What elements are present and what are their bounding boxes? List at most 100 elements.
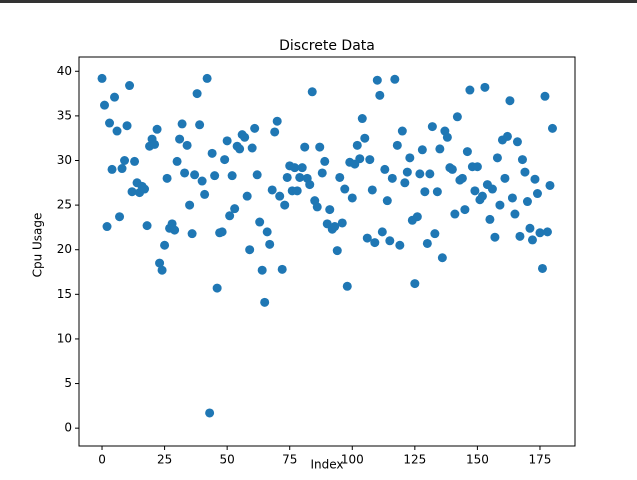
x-tick-label: 75 [282,453,297,467]
point [172,156,182,166]
point [292,186,302,196]
point [342,281,352,291]
point [140,184,150,194]
point [355,154,365,164]
point [180,168,190,178]
point [202,73,212,83]
x-axis-label: Index [310,458,343,472]
y-tick-label: 35 [57,108,72,122]
point [495,200,505,210]
point [230,204,240,214]
x-tick-label: 100 [341,453,364,467]
y-axis-label: Cpu Usage [31,213,45,278]
point [220,155,230,165]
point [267,185,277,195]
point [500,173,510,183]
point [505,96,515,106]
y-tick-label: 30 [57,153,72,167]
point [450,209,460,219]
point [532,189,542,199]
x-tick-label: 50 [220,453,235,467]
point [325,205,335,215]
window-bar [0,0,637,3]
point [535,228,545,238]
y-tick-label: 25 [57,198,72,212]
point [472,162,482,172]
y-tick-label: 10 [57,331,72,345]
point [380,164,390,174]
point [177,119,187,129]
point [420,187,430,197]
point [107,164,117,174]
point [142,221,152,231]
point [347,193,357,203]
point [337,218,347,228]
point [432,187,442,197]
point [282,172,292,182]
point [130,156,140,166]
point [502,131,512,141]
point [360,133,370,143]
point [280,200,290,210]
point [515,231,525,241]
point [530,174,540,184]
point [412,212,422,222]
point [252,170,262,180]
point [307,87,317,97]
point [362,233,372,243]
point [330,222,340,232]
y-tick-label: 40 [57,64,72,78]
point [430,229,440,239]
point [277,264,287,274]
point [265,239,275,249]
point [152,124,162,134]
point [375,90,385,100]
x-tick-label: 125 [403,453,426,467]
point [385,236,395,246]
point [487,184,497,194]
point [170,225,180,235]
point [527,235,537,245]
point [187,229,197,239]
point [175,134,185,144]
point [452,112,462,122]
point [197,176,207,186]
point [365,155,375,165]
point [492,153,502,163]
point [370,238,380,248]
point [315,142,325,152]
point [470,186,480,196]
point [262,227,272,237]
point [510,209,520,219]
point [240,132,250,142]
y-tick-label: 5 [64,376,72,390]
x-tick-label: 175 [529,453,552,467]
point [417,145,427,155]
point [270,127,280,137]
point [212,283,222,293]
x-tick-label: 150 [466,453,489,467]
point [422,238,432,248]
x-tick-label: 0 [98,453,106,467]
point [227,171,237,181]
point [112,126,122,136]
point [465,85,475,95]
point [522,197,532,207]
point [125,81,135,91]
point [260,297,270,307]
point [410,279,420,289]
point [437,253,447,263]
point [210,171,220,181]
point [447,164,457,174]
point [352,140,362,150]
point [162,173,172,183]
point [397,126,407,136]
point [305,180,315,190]
point [517,155,527,165]
point [312,202,322,212]
point [507,193,517,203]
point [120,155,130,165]
point [110,92,120,102]
point [185,200,195,210]
point [525,223,535,233]
